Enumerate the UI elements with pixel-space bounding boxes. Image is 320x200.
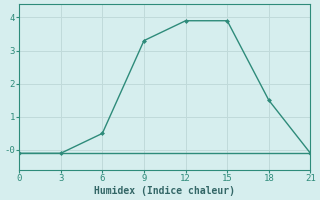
X-axis label: Humidex (Indice chaleur): Humidex (Indice chaleur) [94, 186, 235, 196]
